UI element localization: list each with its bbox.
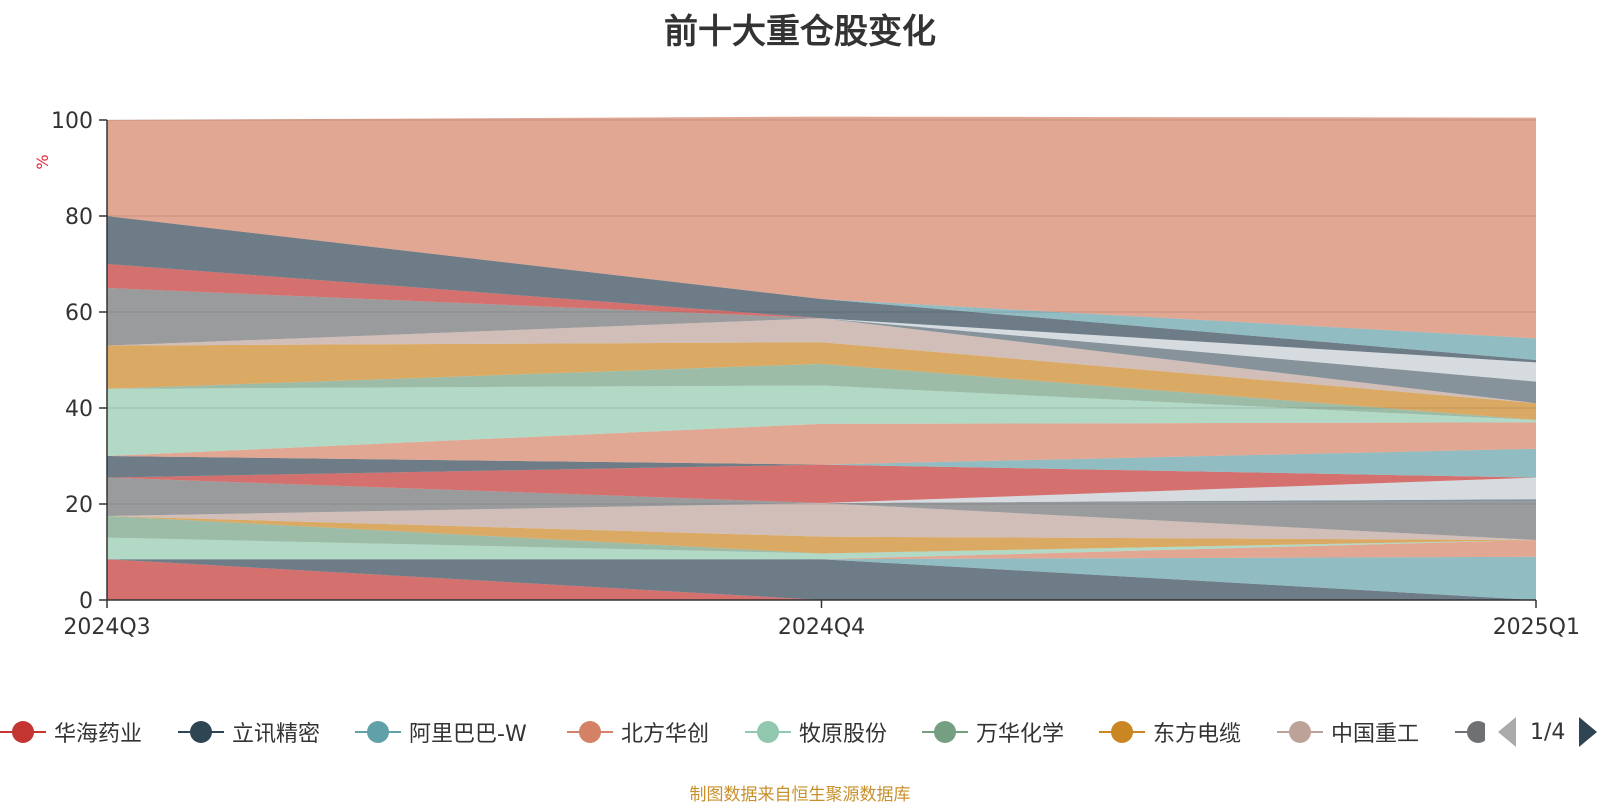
y-tick-label: 100 <box>51 109 93 134</box>
next-page-icon[interactable] <box>1579 717 1598 747</box>
area-series-15 <box>107 422 1536 465</box>
legend-item[interactable]: 立讯精密 <box>178 712 320 752</box>
y-tick-label: 60 <box>65 301 93 326</box>
area-layers <box>107 116 1536 600</box>
area-series-2 <box>107 556 1536 600</box>
data-source-note: 制图数据来自恒生聚源数据库 <box>689 785 911 805</box>
area-series-10 <box>107 477 1536 516</box>
legend-marker-icon <box>1455 720 1485 744</box>
legend-marker-icon <box>745 720 791 744</box>
legend-item[interactable]: 牧原股份 <box>745 712 887 752</box>
legend-label: 华海药业 <box>54 722 143 747</box>
x-tick-label: 2024Q3 <box>63 615 150 640</box>
area-series-0 <box>107 559 1536 600</box>
x-tick-label: 2025Q1 <box>1493 615 1580 640</box>
legend-item[interactable]: 华海药业 <box>0 712 142 752</box>
area-series-19 <box>107 318 1536 404</box>
area-series-4 <box>107 537 1536 560</box>
legend-item[interactable]: 阿里巴巴-W <box>355 712 527 752</box>
legend-label: 立讯精密 <box>232 722 321 747</box>
chart-title: 前十大重仓股变化 <box>664 12 936 52</box>
legend: 华海药业 立讯精密 阿里巴巴-W 北方华创 牧原股份 万华化学 东方电缆 中国重工 <box>0 712 1600 752</box>
y-tick-label: 0 <box>79 589 93 614</box>
page-indicator: 1/4 <box>1530 719 1566 745</box>
legend-item[interactable]: 中国重工 <box>1277 712 1419 752</box>
legend-label: 东方电缆 <box>1153 722 1242 747</box>
legend-label: 北方华创 <box>621 722 710 747</box>
legend-label: 中国重工 <box>1331 722 1420 747</box>
legend-marker-icon <box>922 720 968 744</box>
area-series-1 <box>107 559 1536 600</box>
area-series-7 <box>107 503 1536 540</box>
legend-label: 牧原股份 <box>799 722 888 747</box>
legend-label: 阿里巴巴-W <box>409 722 527 747</box>
legend-item[interactable]: 北方华创 <box>567 712 709 752</box>
area-series-26 <box>107 116 1536 339</box>
area-series-25 <box>107 216 1536 360</box>
legend-item[interactable]: 万华化学 <box>922 712 1064 752</box>
y-axis-label: % <box>33 154 52 169</box>
legend-marker-icon <box>355 720 401 744</box>
y-tick-label: 40 <box>65 397 93 422</box>
area-series-16 <box>107 385 1536 456</box>
area-series-11 <box>107 477 1536 516</box>
legend-item[interactable]: 东方电缆 <box>1099 712 1241 752</box>
legend-marker-icon <box>0 720 46 744</box>
stacked-area-chart: 0 20 40 60 80 100% 2024Q3 2024Q4 2025Q1 <box>33 109 1580 640</box>
area-series-20 <box>107 288 1536 404</box>
area-series-18 <box>107 342 1536 420</box>
grid-lines <box>107 119 1536 505</box>
legend-pager: 1/4 <box>1498 712 1598 752</box>
area-series-8 <box>107 501 1536 540</box>
area-series-5 <box>107 516 1536 554</box>
area-series-13 <box>107 448 1536 478</box>
axes: 0 20 40 60 80 100% 2024Q3 2024Q4 2025Q1 <box>33 109 1580 640</box>
legend-item-partial[interactable] <box>1455 712 1485 752</box>
legend-marker-icon <box>178 720 224 744</box>
legend-marker-icon <box>1099 720 1145 744</box>
legend-marker-icon <box>567 720 613 744</box>
area-series-12 <box>107 464 1536 504</box>
legend-label: 万华化学 <box>976 722 1065 747</box>
area-series-17 <box>107 363 1536 420</box>
legend-marker-icon <box>1277 720 1323 744</box>
area-series-14 <box>107 448 1536 478</box>
x-tick-label: 2024Q4 <box>778 615 865 640</box>
y-tick-label: 80 <box>65 205 93 230</box>
area-series-6 <box>107 516 1536 554</box>
area-series-9 <box>107 499 1536 516</box>
prev-page-icon[interactable] <box>1498 717 1516 747</box>
area-series-3 <box>107 540 1536 560</box>
y-tick-label: 20 <box>65 493 93 518</box>
